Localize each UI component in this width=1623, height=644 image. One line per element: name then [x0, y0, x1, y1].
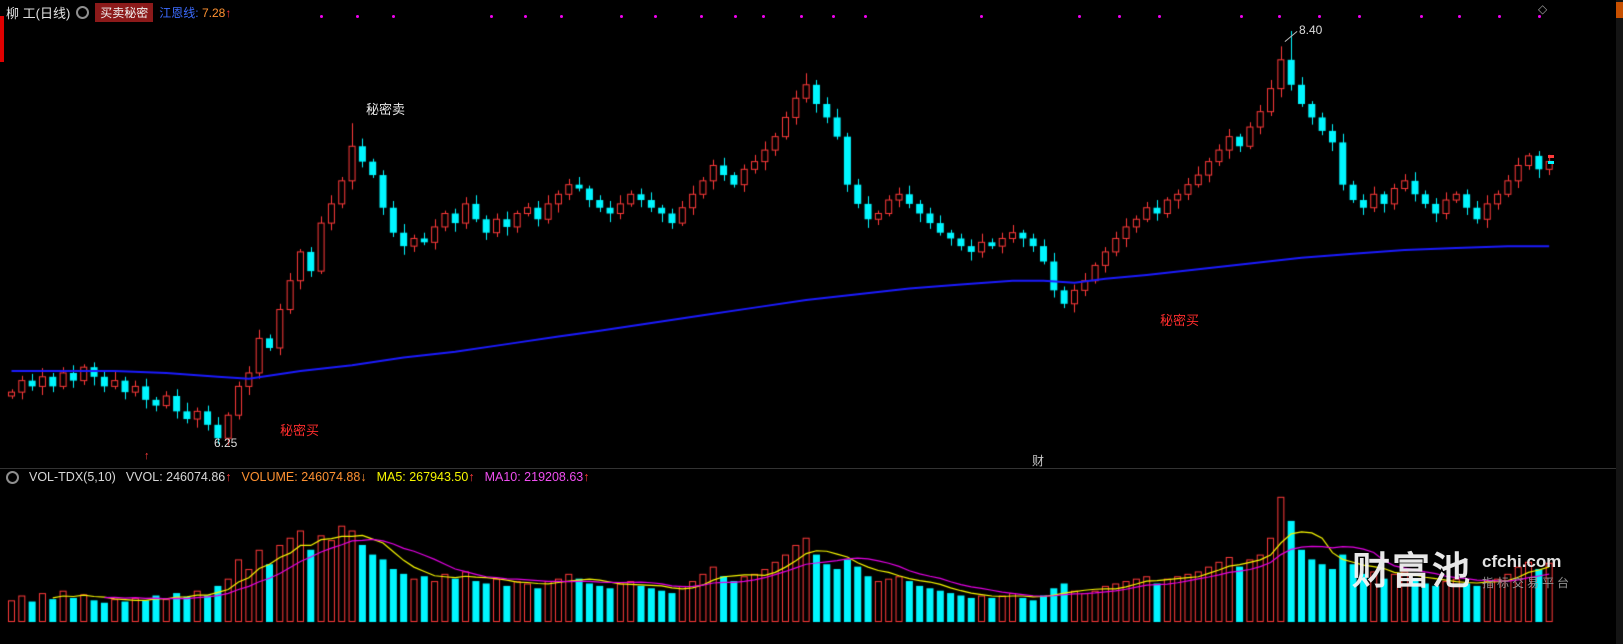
right-edge-marker-cyan — [1548, 161, 1554, 164]
low-price-label: 6.25 — [214, 436, 238, 450]
signal-dot-icon — [524, 15, 527, 18]
signal-dot-icon — [560, 15, 563, 18]
ma5-readout: MA5: 267943.50↑ — [377, 470, 475, 484]
ma5-up-arrow-icon: ↑ — [468, 470, 475, 484]
signal-dot-icon — [320, 15, 323, 18]
signal-dot-icon — [392, 15, 395, 18]
chart-header: 柳 工(日线) 买卖秘密 江恩线: 7.28↑ — [6, 3, 231, 22]
gann-line-value: 7.28 — [198, 6, 226, 20]
high-price-label: 8.40 — [1299, 23, 1323, 37]
secret-buy-annotation-2: 秘密买 — [1160, 313, 1200, 328]
indicator-badge[interactable]: 买卖秘密 — [95, 3, 154, 22]
gann-line-label: 江恩线: — [159, 6, 199, 20]
volume-indicator-toggle-icon[interactable] — [6, 470, 19, 484]
vvol-value: VVOL: 246074.86 — [125, 470, 226, 484]
signal-dot-icon — [1358, 15, 1361, 18]
volume-canvas[interactable] — [0, 486, 1623, 644]
stock-title: 柳 工(日线) — [6, 6, 71, 21]
signal-dot-icon — [864, 15, 867, 18]
signal-dot-icon — [654, 15, 657, 18]
watermark: 财富池 cfchi.com 指标交易平台 — [1352, 552, 1572, 591]
ma10-up-arrow-icon: ↑ — [583, 470, 590, 484]
right-edge-marker-red — [1548, 155, 1554, 158]
signal-dot-icon — [1538, 15, 1541, 18]
right-scrollbar-track[interactable] — [1616, 0, 1623, 644]
right-scrollbar-thumb[interactable] — [1616, 2, 1623, 18]
signal-dot-icon — [1278, 15, 1281, 18]
signal-dot-icon — [620, 15, 623, 18]
vvol-readout: VVOL: 246074.86↑ — [126, 470, 232, 484]
buy-signal-marker: ↑ — [144, 450, 150, 462]
gann-up-arrow-icon: ↑ — [225, 6, 232, 20]
volume-value: VOLUME: 246074.88 — [241, 470, 361, 484]
watermark-right: cfchi.com 指标交易平台 — [1482, 552, 1572, 591]
signal-dot-icon — [1240, 15, 1243, 18]
indicator-toggle-icon[interactable] — [76, 6, 90, 19]
signal-dot-icon — [356, 15, 359, 18]
left-edge-marker — [0, 16, 4, 62]
signal-dot-icon — [800, 15, 803, 18]
signal-dot-icon — [1078, 15, 1081, 18]
volume-header: VOL-TDX(5,10) VVOL: 246074.86↑ VOLUME: 2… — [6, 470, 590, 484]
watermark-title: 财富池 — [1352, 550, 1473, 593]
volume-indicator-name[interactable]: VOL-TDX(5,10) — [29, 470, 116, 484]
signal-dot-icon — [1318, 15, 1321, 18]
secret-sell-annotation: 秘密卖 — [366, 102, 406, 117]
pane-divider — [0, 468, 1623, 469]
watermark-domain: cfchi.com — [1482, 552, 1562, 571]
ma10-readout: MA10: 219208.63↑ — [485, 470, 590, 484]
secret-buy-annotation-1: 秘密买 — [280, 423, 320, 438]
signal-dot-icon — [1458, 15, 1461, 18]
gann-line-readout[interactable]: 江恩线: 7.28↑ — [159, 4, 231, 21]
diamond-icon[interactable]: ◇ — [1538, 2, 1548, 16]
signal-dot-icon — [980, 15, 983, 18]
candlestick-canvas[interactable] — [0, 20, 1623, 468]
ma5-value: MA5: 267943.50 — [376, 470, 469, 484]
signal-dot-icon — [1498, 15, 1501, 18]
stray-watermark-char: 财 — [1032, 454, 1045, 468]
signal-dot-icon — [1420, 15, 1423, 18]
ma10-value: MA10: 219208.63 — [484, 470, 584, 484]
signal-dot-icon — [832, 15, 835, 18]
signal-dot-icon — [734, 15, 737, 18]
volume-down-arrow-icon: ↓ — [360, 470, 367, 484]
signal-dot-icon — [700, 15, 703, 18]
watermark-subtitle: 指标交易平台 — [1482, 576, 1573, 590]
vvol-up-arrow-icon: ↑ — [225, 470, 232, 484]
signal-dot-icon — [490, 15, 493, 18]
signal-dot-icon — [1158, 15, 1161, 18]
signal-dot-icon — [1118, 15, 1121, 18]
volume-readout: VOLUME: 246074.88↓ — [241, 470, 366, 484]
signal-dot-icon — [762, 15, 765, 18]
